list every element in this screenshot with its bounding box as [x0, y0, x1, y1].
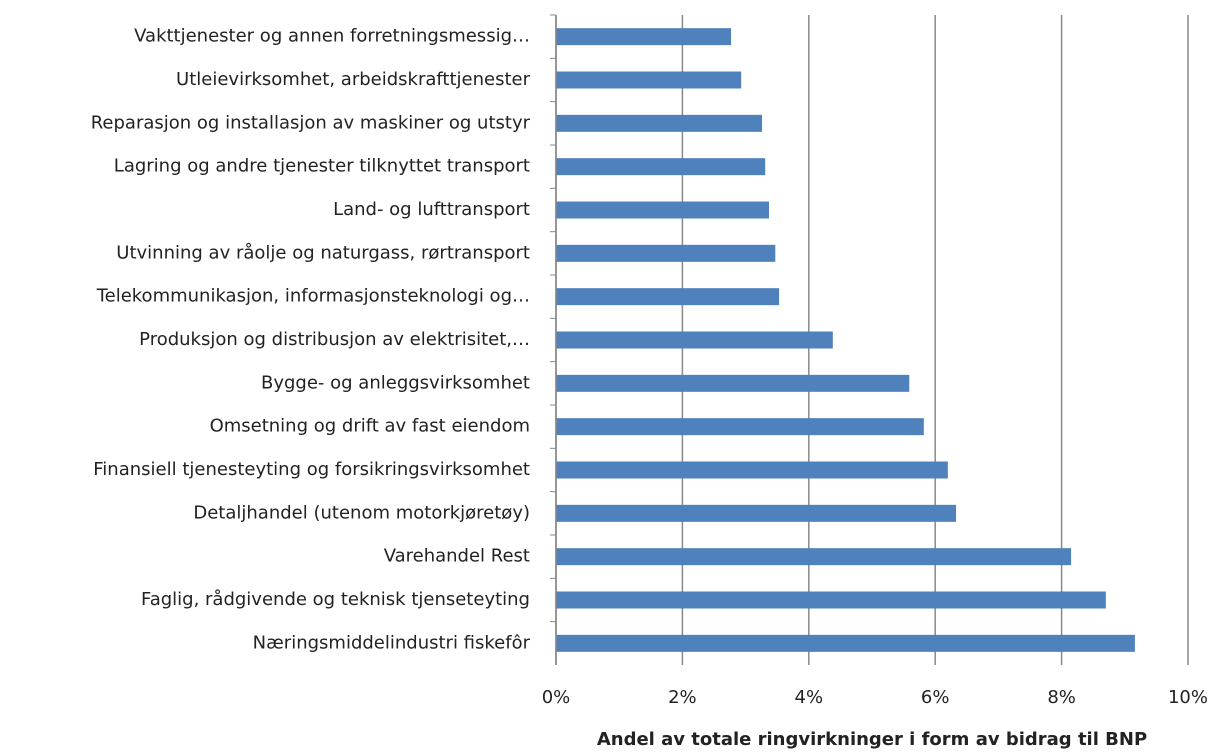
y-tick-label: Vakttjenester og annen forretningsmessig… — [134, 26, 530, 47]
bar — [556, 374, 910, 392]
bar — [556, 331, 833, 349]
bar — [556, 504, 957, 522]
x-tick-label: 4% — [795, 687, 824, 708]
bar — [556, 114, 763, 132]
y-tick-label: Næringsmiddelindustri fiskefôr — [253, 632, 531, 653]
bar — [556, 28, 732, 46]
bar — [556, 418, 924, 436]
y-tick-label: Reparasjon og installasjon av maskiner o… — [91, 112, 531, 133]
y-tick-label: Lagring og andre tjenester tilknyttet tr… — [114, 156, 530, 177]
x-tick-label: 6% — [921, 687, 950, 708]
y-tick-label: Faglig, rådgivende og teknisk tjenseteyt… — [141, 589, 530, 610]
bar — [556, 548, 1072, 566]
bar — [556, 71, 742, 89]
bar — [556, 634, 1135, 652]
x-tick-label: 2% — [668, 687, 697, 708]
x-tick-label: 10% — [1168, 687, 1208, 708]
bar — [556, 288, 780, 306]
y-tick-label: Utleievirksomhet, arbeidskrafttjenester — [176, 69, 531, 90]
y-tick-label: Bygge- og anleggsvirksomhet — [261, 372, 530, 393]
y-tick-label: Telekommunikasjon, informasjonsteknologi… — [96, 286, 530, 307]
y-tick-label: Omsetning og drift av fast eiendom — [210, 416, 530, 437]
x-axis-title: Andel av totale ringvirkninger i form av… — [597, 729, 1147, 750]
y-tick-label: Utvinning av råolje og naturgass, rørtra… — [116, 242, 530, 263]
bar — [556, 201, 769, 219]
y-tick-label: Detaljhandel (utenom motorkjøretøy) — [193, 502, 530, 523]
bar — [556, 461, 948, 479]
y-tick-label: Varehandel Rest — [384, 546, 530, 567]
y-tick-label: Produksjon og distribusjon av elektrisit… — [139, 329, 530, 350]
x-tick-label: 8% — [1047, 687, 1076, 708]
bar — [556, 591, 1106, 609]
x-tick-label: 0% — [542, 687, 571, 708]
y-tick-label: Land- og lufttransport — [333, 199, 530, 220]
y-tick-label: Finansiell tjenesteyting og forsikringsv… — [93, 459, 530, 480]
bar — [556, 244, 776, 262]
bar — [556, 158, 766, 176]
